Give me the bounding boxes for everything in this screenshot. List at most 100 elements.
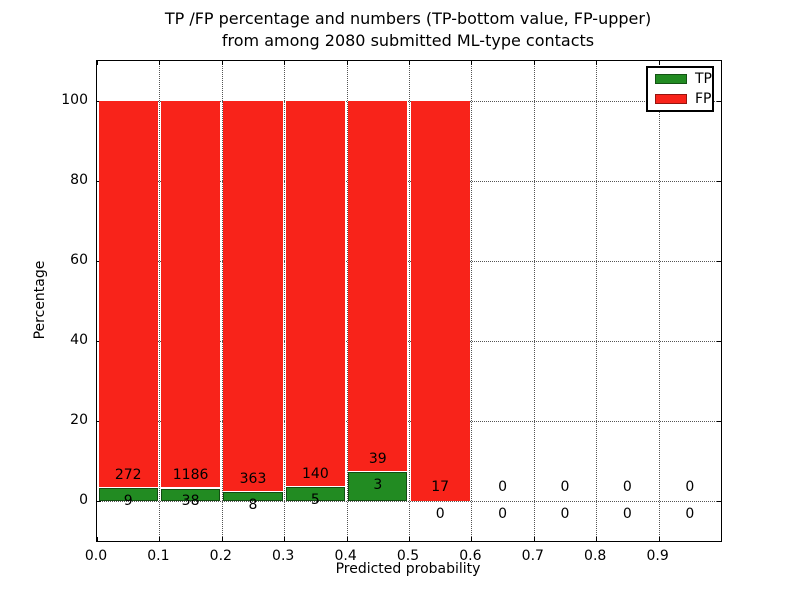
x-tick [159, 537, 161, 541]
fp-count-label: 1186 [172, 466, 209, 483]
y-tick-label: 0 [79, 492, 88, 508]
x-axis-label: Predicted probability [335, 561, 481, 577]
x-tick-label: 0.7 [521, 548, 544, 564]
x-tick [284, 537, 286, 541]
fp-count-label: 363 [239, 470, 267, 487]
bar-segment-fp [348, 101, 408, 471]
gridline-x [284, 61, 286, 541]
tp-count-label: 8 [248, 497, 258, 514]
gridline-y [97, 421, 721, 422]
x-tick-top [658, 61, 660, 65]
fp-count-label: 272 [114, 466, 142, 483]
tp-count-label: 3 [373, 477, 383, 494]
x-tick [471, 537, 473, 541]
bar-segment-fp [285, 101, 345, 486]
y-tick-right [717, 501, 721, 502]
x-tick-label: 0.0 [84, 548, 108, 564]
x-tick-top [409, 61, 410, 65]
gridline-y [97, 261, 721, 262]
x-tick-label: 0.2 [209, 548, 232, 564]
x-tick [346, 537, 348, 541]
bar-segment-fp [161, 101, 221, 487]
bar-segment-tp [348, 472, 408, 501]
x-tick [658, 537, 660, 541]
gridline-y [97, 501, 721, 502]
x-tick-label: 0.6 [459, 548, 482, 564]
tp-count-label: 0 [622, 505, 632, 522]
fp-count-label: 39 [368, 450, 387, 467]
fp-count-label: 0 [622, 479, 632, 496]
gridline-x [159, 61, 161, 541]
fp-count-label: 17 [431, 479, 450, 496]
x-tick-top [596, 61, 598, 65]
tp-count-label: 0 [685, 505, 695, 522]
gridline-x [346, 61, 348, 541]
x-tick-label: 0.4 [334, 548, 357, 564]
x-tick [221, 537, 223, 541]
y-tick [97, 501, 101, 502]
fp-count-label: 140 [302, 465, 329, 482]
bar-segment-tp [98, 488, 158, 501]
gridline-x [658, 61, 660, 541]
x-tick [409, 537, 410, 541]
gridline-y [97, 181, 721, 182]
y-tick-right [717, 341, 721, 342]
gridline-x [596, 61, 598, 541]
chart-title-line1: TP /FP percentage and numbers (TP-bottom… [164, 9, 652, 28]
gridline-x [221, 61, 223, 541]
x-tick-top [346, 61, 348, 65]
x-tick-top [159, 61, 161, 65]
chart-title: TP /FP percentage and numbers (TP-bottom… [96, 8, 720, 52]
tp-count-label: 5 [310, 492, 320, 508]
x-tick-top [97, 61, 98, 65]
legend-label-fp: FP [695, 91, 712, 107]
chart-title-line2: from among 2080 submitted ML-type contac… [221, 31, 595, 50]
x-tick-label: 0.5 [396, 548, 420, 564]
tp-count-label: 0 [498, 505, 508, 522]
fp-count-label: 0 [498, 479, 508, 496]
tp-color-swatch [655, 74, 687, 84]
gridline-y [97, 341, 721, 342]
y-tick-label: 100 [61, 92, 88, 108]
y-tick-label: 80 [70, 172, 88, 188]
y-tick-label: 40 [70, 332, 88, 348]
x-tick-top [471, 61, 473, 65]
legend: TP FP [646, 66, 714, 112]
legend-item-fp: FP [648, 91, 712, 107]
x-tick-label: 0.1 [147, 548, 170, 564]
x-tick-label: 0.9 [646, 548, 669, 564]
fp-count-label: 0 [560, 479, 570, 496]
tp-count-label: 0 [560, 505, 570, 522]
plot-area: 272 9 1186 38 363 8 140 5 39 3 17 0 0 0 0 0 0 0 0 0 [96, 60, 722, 542]
bar-segment-fp [98, 101, 158, 487]
x-tick-top [221, 61, 223, 65]
tp-count-label: 38 [181, 493, 200, 510]
y-tick-right [717, 421, 721, 422]
x-tick [97, 537, 98, 541]
legend-label-tp: TP [695, 71, 712, 87]
x-tick-top [533, 61, 535, 65]
bar-segment-tp [223, 492, 283, 501]
fp-count-label: 0 [685, 479, 695, 496]
x-tick-top [284, 61, 286, 65]
bar-segment-fp [410, 101, 470, 501]
tp-count-label: 0 [435, 505, 445, 522]
gridline-x [409, 61, 410, 541]
bar-segment-tp [285, 487, 345, 501]
y-tick-right [717, 261, 721, 262]
x-tick [596, 537, 598, 541]
bar-segment-tp [161, 488, 221, 501]
y-axis-label: Percentage [32, 260, 48, 340]
fp-color-swatch [655, 94, 687, 104]
x-tick-label: 0.8 [584, 548, 607, 564]
gridline-x [533, 61, 535, 541]
tp-count-label: 9 [123, 492, 133, 509]
y-tick-label: 20 [70, 412, 88, 428]
bar-segment-fp [223, 101, 283, 491]
x-tick [533, 537, 535, 541]
y-tick-right [717, 181, 721, 182]
x-tick-label: 0.3 [272, 548, 295, 564]
gridline-x [471, 61, 473, 541]
y-tick-right [717, 101, 721, 102]
